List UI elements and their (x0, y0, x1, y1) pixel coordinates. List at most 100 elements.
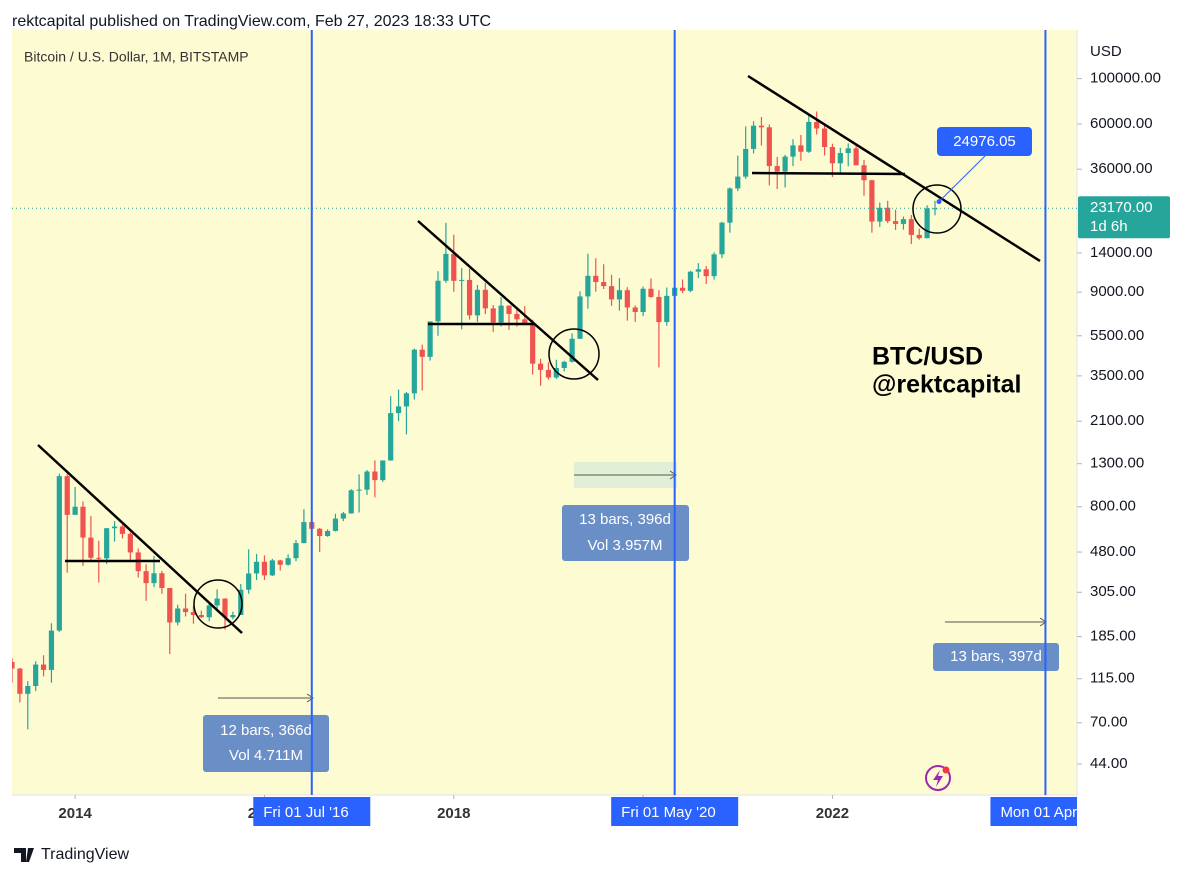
candle-body (593, 275, 599, 283)
candle-body (198, 615, 204, 618)
candle-body (853, 148, 859, 166)
candle-body (506, 305, 512, 314)
plot-background (12, 30, 1077, 795)
candle-body (332, 518, 339, 531)
candle-body (277, 560, 283, 565)
annotation: @rektcapital (872, 371, 1021, 399)
trend-line (747, 74, 1041, 263)
candle-body (877, 207, 883, 222)
x-tick-label: 2022 (816, 805, 849, 822)
y-tick-label: 36000.00 (1090, 160, 1153, 177)
y-tick-label: 2100.00 (1090, 412, 1144, 429)
x-tick-label: 2014 (58, 805, 92, 822)
y-tick-label: 3500.00 (1090, 367, 1144, 384)
candle-body (182, 608, 189, 613)
measure-text: Vol 3.957M (587, 537, 662, 554)
candle-body (474, 289, 481, 316)
icon[interactable] (925, 765, 951, 791)
arrow-head (306, 693, 314, 703)
support-line (751, 171, 906, 176)
measure-text: 12 bars, 366d (220, 722, 312, 739)
measure-text: 13 bars, 396d (579, 511, 671, 528)
candle-body (735, 176, 741, 189)
candle-body (419, 349, 425, 357)
y-tick-label: 9000.00 (1090, 283, 1144, 300)
candle-body (616, 290, 623, 300)
measure-box (562, 505, 689, 561)
candle-body (459, 279, 465, 281)
candle-body (301, 522, 307, 544)
candle-body (498, 305, 504, 323)
candle-body (324, 530, 331, 537)
candle-body (395, 406, 402, 414)
y-tick-label: 305.00 (1090, 583, 1136, 600)
candle-body (340, 513, 346, 519)
candle-body (372, 471, 378, 481)
axis-label: USD (1090, 43, 1122, 60)
candle-body (127, 533, 133, 553)
candle-body (900, 219, 907, 224)
candle-body (269, 560, 275, 576)
candle-body (545, 369, 552, 378)
candle-body (411, 349, 417, 394)
candle-body (104, 528, 110, 559)
time-label-box (253, 797, 371, 826)
candle-body (206, 605, 212, 618)
candle-body (403, 393, 410, 407)
candle-body (380, 460, 386, 481)
candle-body (727, 188, 733, 223)
candle-body (25, 685, 31, 694)
candle-body (48, 630, 55, 670)
plot (12, 111, 1077, 730)
y-tick-label: 480.00 (1090, 543, 1136, 560)
candle-body (561, 361, 567, 368)
icon-dot (942, 766, 950, 774)
last-price-label: 23170.00 (1090, 199, 1153, 216)
candle-body (932, 208, 938, 210)
last-price-box (1078, 196, 1170, 239)
measure-text: 13 bars, 397d (950, 648, 1042, 665)
measure-box (933, 643, 1059, 671)
candle-body (814, 121, 820, 129)
candle-body (522, 319, 528, 324)
candle-body (238, 589, 244, 616)
time-label-box (990, 797, 1077, 826)
candle-body (711, 254, 717, 277)
candle-body (758, 125, 765, 128)
candle-body (435, 280, 441, 322)
candle-body (530, 323, 536, 364)
candle-body (750, 125, 757, 149)
candle-body (656, 296, 662, 323)
candle-body (388, 413, 394, 461)
candle-body (640, 288, 646, 312)
y-tick-label: 44.00 (1090, 755, 1128, 772)
callout-line (938, 155, 986, 202)
candle-body (427, 321, 433, 357)
candle-body (766, 127, 772, 167)
trend-line (417, 220, 599, 381)
candle-body (892, 221, 899, 224)
chart-title: Bitcoin / U.S. Dollar, 1M, BITSTAMP (24, 49, 249, 65)
candle-body (167, 588, 173, 623)
candle-body (261, 561, 268, 576)
candle-body (293, 543, 299, 559)
candle-body (553, 367, 559, 378)
candle-body (790, 145, 796, 157)
candle-body (869, 180, 875, 222)
candle-body (837, 153, 843, 164)
candle-body (348, 490, 354, 514)
candle-body (12, 661, 15, 669)
y-tick-label: 60000.00 (1090, 115, 1153, 132)
time-label: Mon 01 Apr (1000, 804, 1077, 821)
candle-body (821, 128, 828, 148)
callout-point (936, 199, 942, 205)
candle-body (443, 253, 449, 281)
header: rektcapital published on TradingView.com… (12, 13, 491, 30)
trend-line (37, 444, 243, 634)
candle-body (56, 476, 62, 631)
candle-body (317, 528, 323, 537)
candle-body (924, 208, 930, 239)
candle-body (451, 253, 457, 281)
candle-body (885, 207, 891, 222)
axis-mask (1077, 797, 1200, 826)
